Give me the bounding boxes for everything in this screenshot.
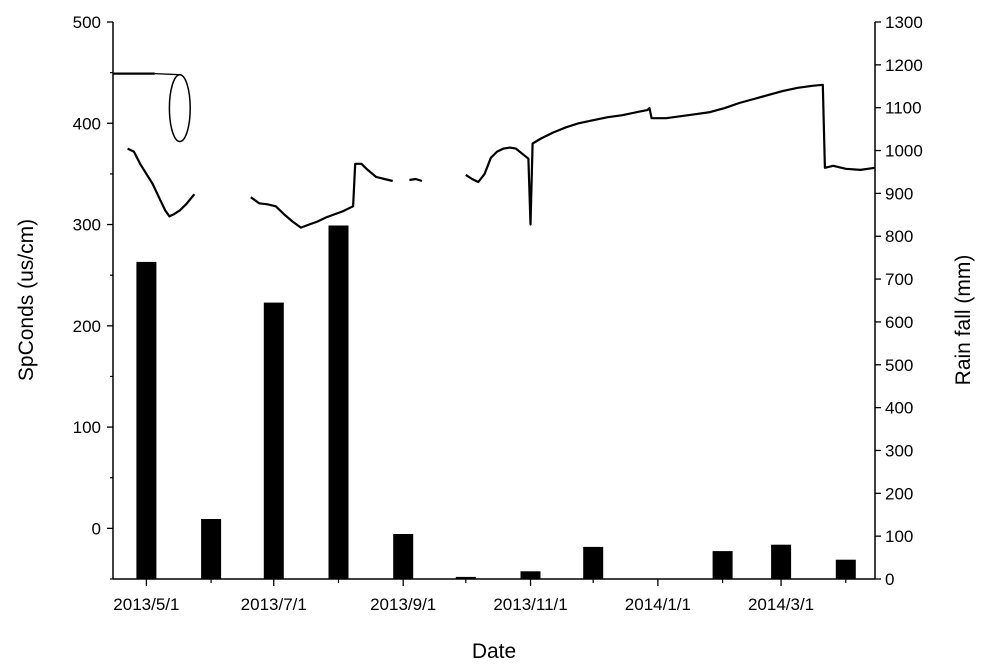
right-tick-label-400: 400 bbox=[885, 399, 913, 418]
x-axis-title: Date bbox=[472, 640, 516, 663]
tick-layer: 0 100 200 300 400 500 0 100 200 300 400 500 600 700 80… bbox=[73, 13, 923, 614]
right-tick-label-200: 200 bbox=[885, 484, 913, 503]
annotation-ellipse bbox=[168, 73, 191, 143]
right-tick-label-0: 0 bbox=[885, 570, 894, 589]
spconds-line bbox=[113, 72, 876, 229]
right-tick-label-500: 500 bbox=[885, 356, 913, 375]
rainfall-bar-9 bbox=[712, 551, 733, 579]
right-tick-label-900: 900 bbox=[885, 184, 913, 203]
left-tick-label-500: 500 bbox=[73, 13, 101, 32]
rainfall-bar-2 bbox=[263, 302, 284, 579]
right-tick-label-1300: 1300 bbox=[885, 13, 923, 32]
x-tick-label-2: 2013/9/1 bbox=[370, 595, 436, 614]
right-tick-label-300: 300 bbox=[885, 441, 913, 460]
x-tick-label-3: 2013/11/1 bbox=[493, 595, 567, 614]
rainfall-bar-11 bbox=[835, 559, 856, 579]
rainfall-bar-6 bbox=[520, 571, 541, 579]
left-tick-label-300: 300 bbox=[73, 216, 101, 235]
rainfall-bar-10 bbox=[771, 544, 792, 579]
right-tick-label-1000: 1000 bbox=[885, 142, 923, 161]
right-tick-label-1200: 1200 bbox=[885, 56, 923, 75]
rainfall-bars bbox=[136, 225, 856, 579]
left-tick-label-200: 200 bbox=[73, 317, 101, 336]
x-tick-label-5: 2014/3/1 bbox=[748, 595, 814, 614]
left-tick-label-400: 400 bbox=[73, 114, 101, 133]
rainfall-bar-4 bbox=[393, 534, 414, 579]
spconds-segment-4 bbox=[465, 83, 876, 226]
rainfall-bar-3 bbox=[328, 225, 349, 579]
rainfall-bar-7 bbox=[583, 546, 604, 579]
right-tick-label-700: 700 bbox=[885, 270, 913, 289]
spconds-segment-1 bbox=[127, 147, 196, 218]
annotation-layer bbox=[154, 72, 191, 143]
x-tick-label-0: 2013/5/1 bbox=[113, 595, 179, 614]
x-tick-label-4: 2014/1/1 bbox=[625, 595, 691, 614]
left-axis-title: SpConds (us/cm) bbox=[15, 219, 38, 381]
annotation-pointer bbox=[154, 72, 180, 76]
left-tick-label-0: 0 bbox=[92, 519, 101, 538]
rainfall-bar-0 bbox=[136, 261, 157, 579]
right-tick-label-100: 100 bbox=[885, 527, 913, 546]
x-tick-label-1: 2013/7/1 bbox=[241, 595, 307, 614]
right-tick-label-600: 600 bbox=[885, 313, 913, 332]
axes bbox=[112, 22, 876, 580]
right-axis-title: Rain fall (mm) bbox=[952, 255, 975, 386]
rainfall-bar-5 bbox=[455, 576, 476, 579]
right-tick-label-1100: 1100 bbox=[885, 99, 922, 118]
left-tick-label-100: 100 bbox=[73, 418, 101, 437]
spconds-segment-2 bbox=[250, 162, 393, 229]
right-tick-label-800: 800 bbox=[885, 227, 913, 246]
rainfall-bar-1 bbox=[201, 519, 222, 579]
spconds-segment-3 bbox=[409, 177, 423, 183]
